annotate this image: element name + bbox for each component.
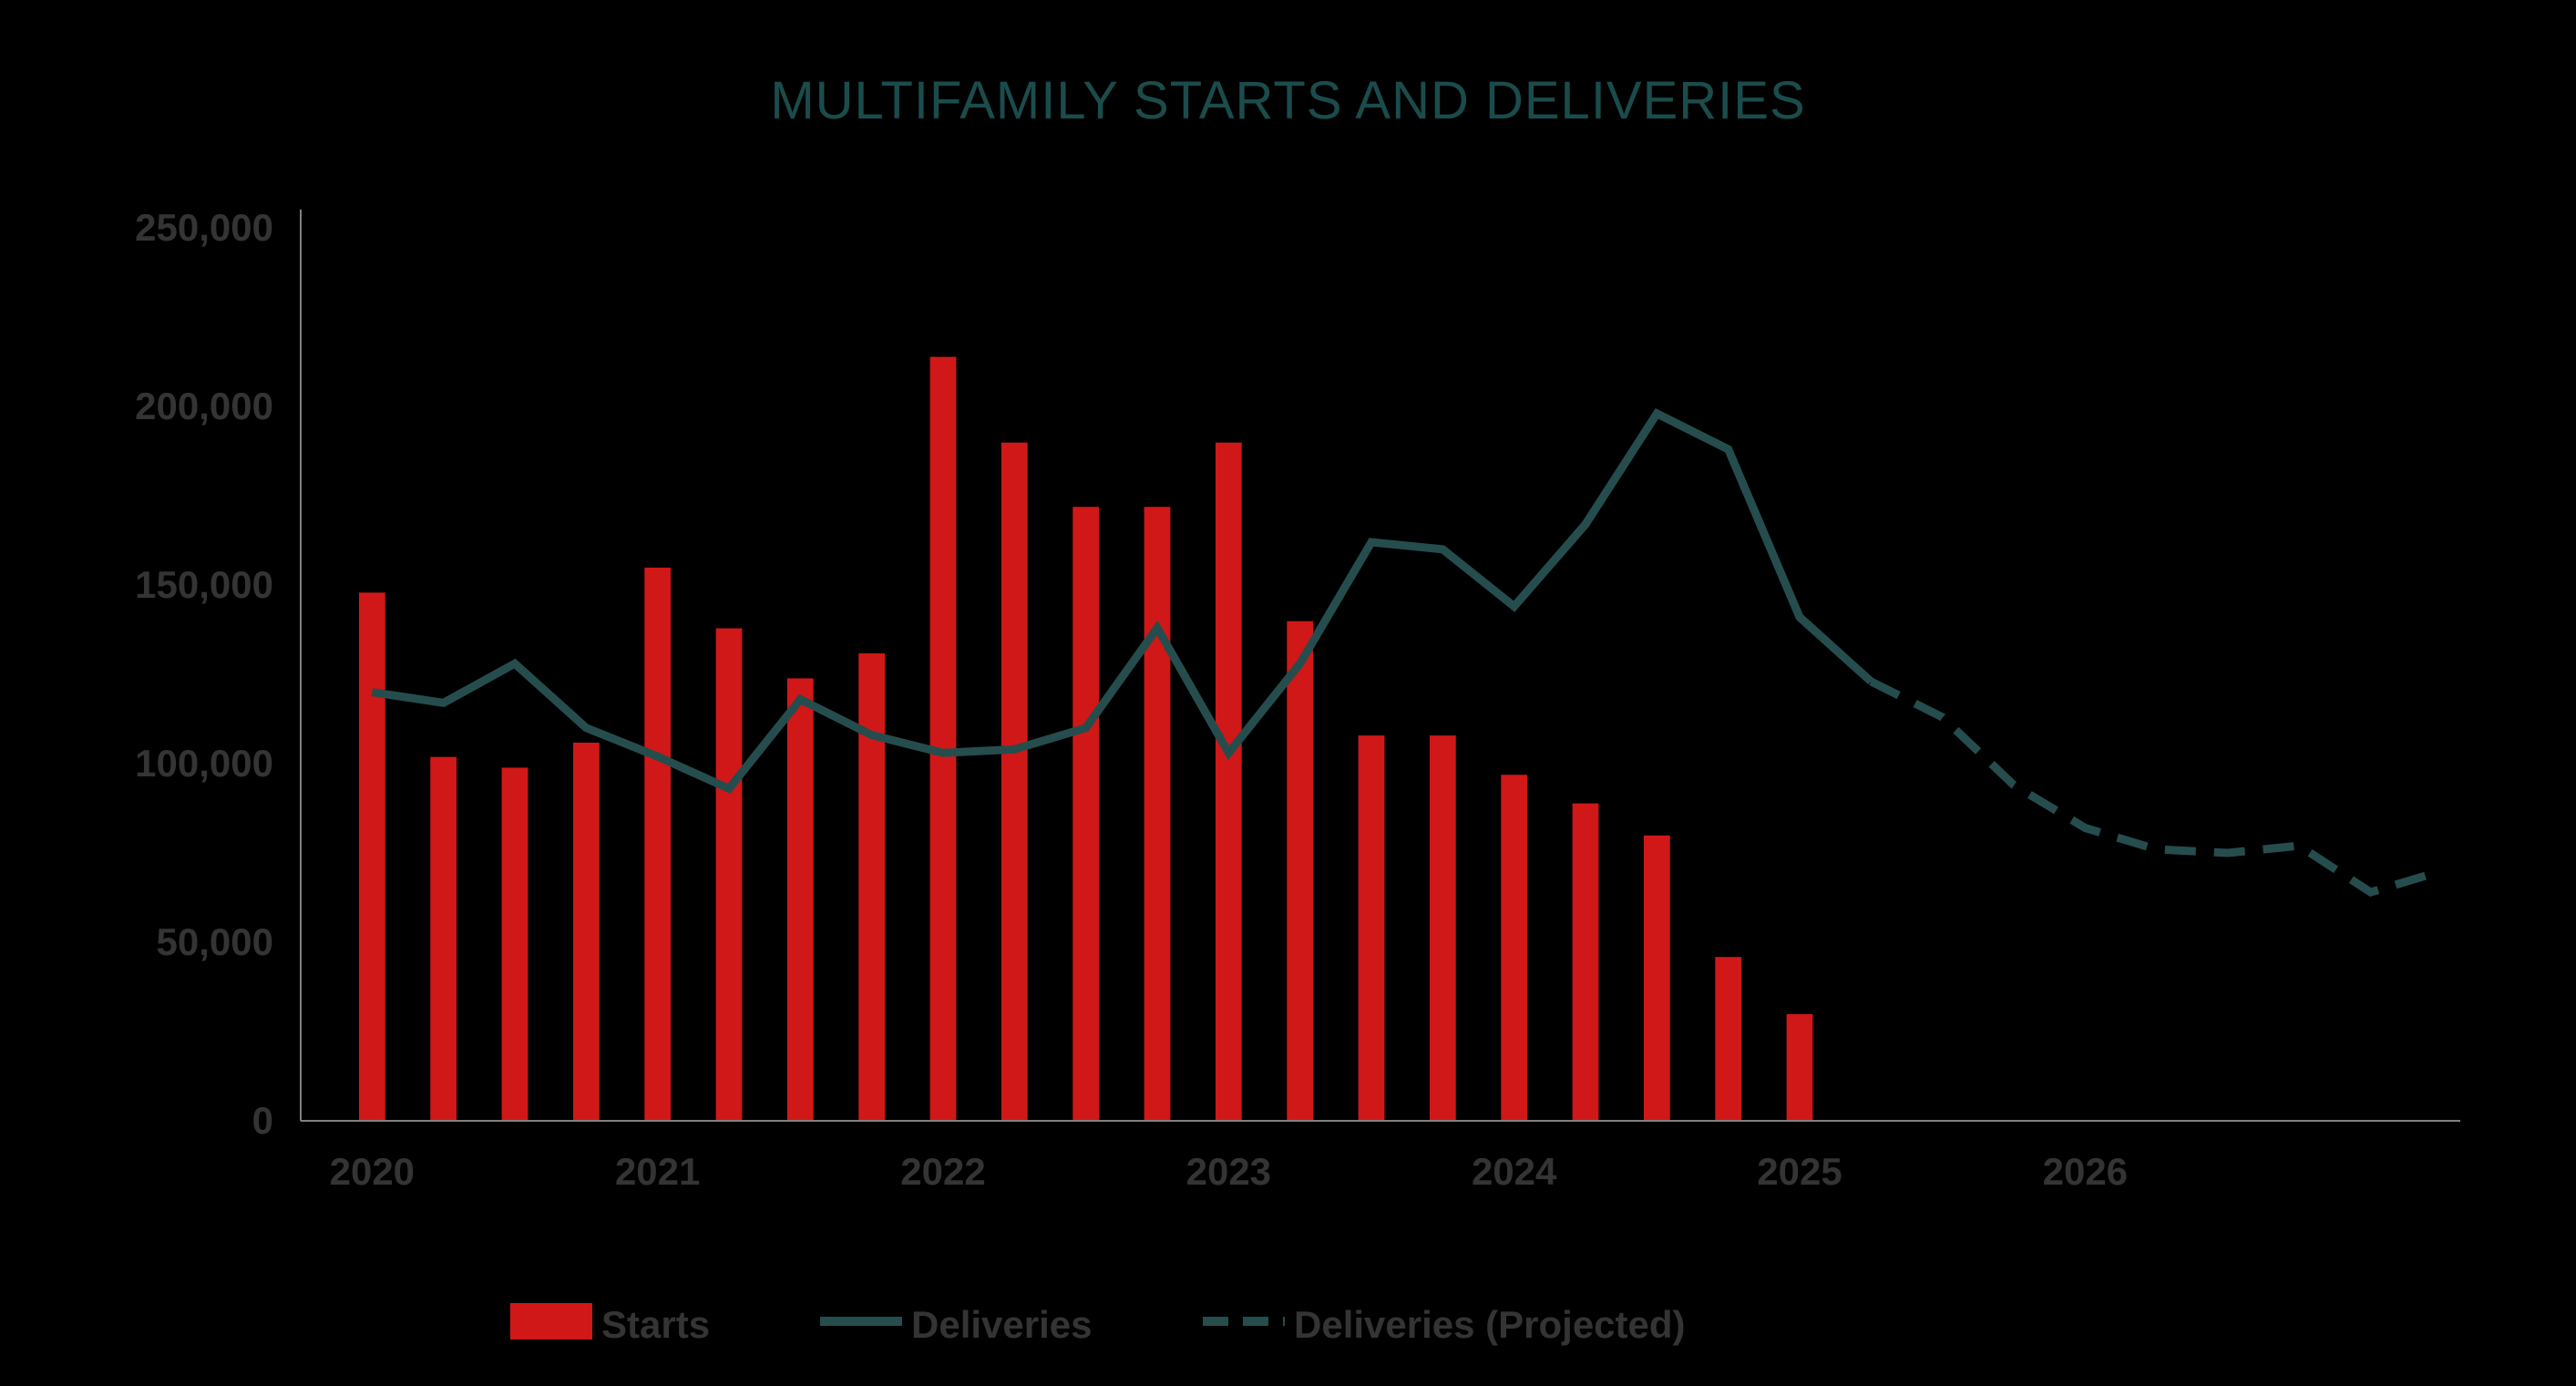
y-tick-label: 0 [252, 1099, 273, 1142]
y-tick-label: 100,000 [135, 742, 273, 785]
bar [1358, 735, 1385, 1121]
x-tick-label: 2026 [2043, 1150, 2128, 1193]
bar [715, 628, 743, 1121]
x-tick-label: 2023 [1186, 1150, 1271, 1193]
bar [1215, 442, 1242, 1121]
bar [1144, 507, 1171, 1121]
chart-container: MULTIFAMILY STARTS AND DELIVERIES 0 50,000… [0, 0, 2576, 1386]
bar [858, 652, 886, 1121]
bar [1501, 775, 1528, 1121]
legend-swatch-starts [510, 1303, 592, 1340]
bar [644, 567, 672, 1121]
bar [572, 742, 600, 1121]
bar [1072, 507, 1100, 1121]
bar [1429, 735, 1456, 1121]
x-tick-label: 2020 [330, 1150, 415, 1193]
x-tick-label: 2021 [615, 1150, 700, 1193]
bar [1715, 957, 1742, 1121]
y-tick-label: 250,000 [135, 206, 273, 249]
legend-label-projected: Deliveries (Projected) [1294, 1303, 1686, 1346]
legend-label-deliveries: Deliveries [911, 1303, 1092, 1346]
bar [1786, 1013, 1813, 1121]
x-tick-label: 2025 [1757, 1150, 1842, 1193]
x-tick-label: 2024 [1472, 1150, 1557, 1193]
bar [786, 678, 814, 1121]
chart-svg: MULTIFAMILY STARTS AND DELIVERIES 0 50,000… [0, 0, 2576, 1386]
bar [1001, 442, 1028, 1121]
chart-title: MULTIFAMILY STARTS AND DELIVERIES [770, 71, 1805, 130]
x-tick-label: 2022 [900, 1150, 985, 1193]
legend-label-starts: Starts [601, 1303, 710, 1346]
bar [501, 767, 529, 1121]
bar [430, 756, 457, 1121]
y-tick-label: 50,000 [157, 920, 273, 963]
bar [1287, 621, 1314, 1121]
bar [1643, 835, 1670, 1121]
y-tick-label: 150,000 [135, 563, 273, 606]
bar [929, 356, 957, 1121]
y-tick-label: 200,000 [135, 385, 273, 427]
bar [358, 592, 385, 1121]
bar [1572, 803, 1599, 1121]
